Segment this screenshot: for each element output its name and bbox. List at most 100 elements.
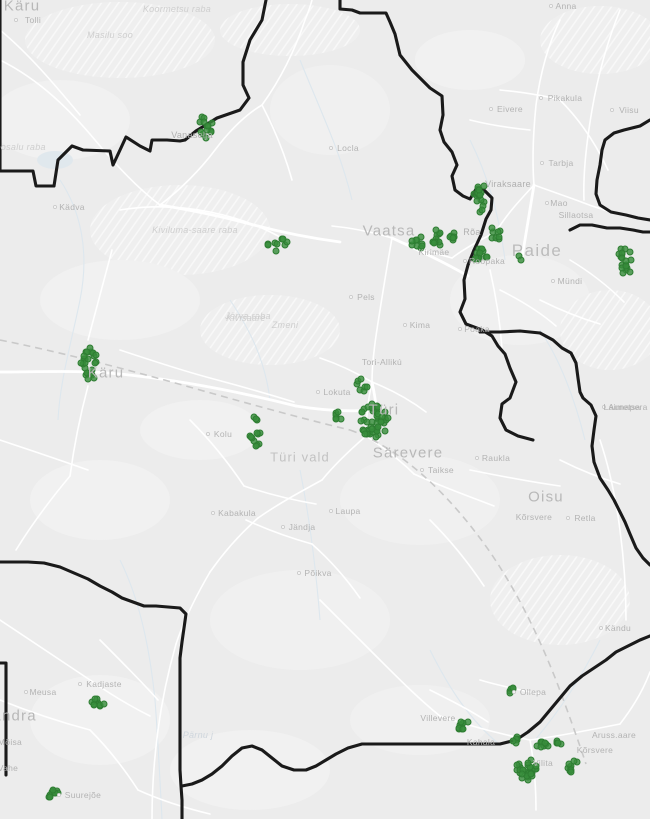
- data-point-marker[interactable]: [381, 427, 389, 435]
- data-point-marker[interactable]: [541, 739, 549, 747]
- data-point-marker[interactable]: [472, 254, 480, 262]
- data-point-marker[interactable]: [204, 122, 212, 130]
- data-point-marker[interactable]: [91, 359, 99, 367]
- data-point-marker[interactable]: [49, 786, 57, 794]
- map-label: Laupa: [335, 506, 361, 516]
- data-point-marker[interactable]: [91, 695, 99, 703]
- data-point-marker[interactable]: [80, 352, 88, 360]
- place-dot-icon: [206, 432, 211, 436]
- data-point-marker[interactable]: [473, 197, 481, 205]
- map-label: Viisu: [619, 105, 639, 115]
- boundary-segment: [478, 329, 542, 335]
- data-point-marker[interactable]: [77, 359, 85, 367]
- data-point-marker[interactable]: [457, 718, 465, 726]
- data-point-marker[interactable]: [537, 743, 545, 751]
- data-point-marker[interactable]: [417, 233, 424, 241]
- place-dot-icon: [403, 323, 408, 327]
- data-point-marker[interactable]: [527, 770, 535, 778]
- data-point-marker[interactable]: [570, 757, 578, 765]
- data-point-marker[interactable]: [626, 268, 634, 276]
- map-label: Viraksaare: [485, 179, 531, 189]
- map-label: Käru: [87, 364, 125, 382]
- data-point-marker[interactable]: [357, 375, 365, 382]
- place-dot-icon: [329, 146, 333, 150]
- data-point-marker[interactable]: [495, 233, 503, 241]
- map-label: Vaatsa: [362, 222, 416, 240]
- data-point-marker[interactable]: [449, 234, 457, 242]
- data-point-marker[interactable]: [513, 761, 521, 769]
- map-label: Retla: [574, 513, 596, 523]
- map-label: Oisu: [528, 488, 564, 506]
- data-point-marker[interactable]: [279, 235, 287, 243]
- data-point-marker[interactable]: [100, 700, 107, 708]
- data-point-marker[interactable]: [524, 759, 532, 767]
- data-point-marker[interactable]: [408, 237, 416, 245]
- data-point-marker[interactable]: [459, 725, 467, 733]
- data-point-marker[interactable]: [618, 254, 626, 262]
- map-label: Kabakula: [218, 508, 256, 518]
- data-point-marker[interactable]: [46, 793, 53, 801]
- boundary-segment: [0, 661, 8, 777]
- place-dot-icon: [551, 279, 555, 283]
- data-point-marker[interactable]: [332, 415, 340, 423]
- data-point-marker[interactable]: [247, 433, 255, 441]
- place-dot-icon: [210, 511, 215, 515]
- map-label: Põikva: [304, 568, 332, 578]
- data-point-marker[interactable]: [478, 206, 486, 213]
- map-label: Kirimäe: [418, 247, 450, 257]
- data-point-marker[interactable]: [509, 737, 517, 745]
- data-point-marker[interactable]: [253, 429, 261, 437]
- map-label: Järva raba: [225, 311, 271, 321]
- data-point-marker[interactable]: [92, 351, 100, 359]
- map-label: Kadjaste: [86, 679, 122, 689]
- map-label: Kädva: [59, 202, 85, 212]
- map-label: Pärnu j: [182, 730, 214, 740]
- data-point-marker[interactable]: [273, 240, 281, 248]
- data-point-marker[interactable]: [518, 770, 525, 778]
- data-point-marker[interactable]: [432, 226, 440, 234]
- data-point-marker[interactable]: [357, 417, 365, 425]
- map-label: Tarbja: [548, 158, 574, 168]
- data-point-marker[interactable]: [483, 253, 491, 261]
- data-point-marker[interactable]: [622, 257, 630, 265]
- data-point-marker[interactable]: [272, 247, 280, 255]
- map-label: Kivisaare: [226, 313, 266, 323]
- data-point-marker[interactable]: [334, 408, 342, 416]
- boundary-segment: [538, 331, 650, 567]
- data-point-marker[interactable]: [488, 224, 496, 232]
- data-point-marker[interactable]: [363, 383, 371, 391]
- map-label: Villevere: [420, 713, 456, 723]
- data-point-marker[interactable]: [368, 418, 375, 426]
- map-label: Kõrsvere: [576, 745, 614, 755]
- data-point-marker[interactable]: [475, 186, 483, 193]
- map-label: Meusa: [29, 687, 57, 697]
- data-point-marker[interactable]: [430, 239, 438, 247]
- map-label: Locla: [337, 143, 359, 153]
- data-point-marker[interactable]: [372, 433, 380, 441]
- data-point-marker[interactable]: [377, 418, 385, 426]
- data-point-marker[interactable]: [252, 415, 260, 422]
- map-label: Vilita: [532, 758, 554, 768]
- boundary-segment: [338, 0, 535, 442]
- map-label: Türi vald: [270, 449, 330, 465]
- map-label: Käru: [3, 0, 41, 15]
- data-point-marker[interactable]: [84, 375, 91, 383]
- data-point-marker[interactable]: [264, 241, 272, 249]
- data-point-marker[interactable]: [517, 256, 525, 264]
- data-point-marker[interactable]: [418, 242, 426, 250]
- map-label: Vändra: [0, 707, 37, 725]
- map-label: Aruss.aare: [591, 730, 637, 740]
- data-point-marker[interactable]: [202, 134, 210, 142]
- data-point-marker[interactable]: [554, 739, 562, 746]
- data-point-marker[interactable]: [200, 118, 208, 126]
- data-point-marker[interactable]: [361, 430, 369, 437]
- data-point-marker[interactable]: [567, 768, 575, 776]
- data-point-marker[interactable]: [358, 408, 366, 416]
- map-label: Jändja: [288, 522, 316, 532]
- place-dot-icon: [474, 456, 479, 460]
- data-point-marker[interactable]: [374, 403, 382, 411]
- map-label: Vahe: [0, 763, 19, 773]
